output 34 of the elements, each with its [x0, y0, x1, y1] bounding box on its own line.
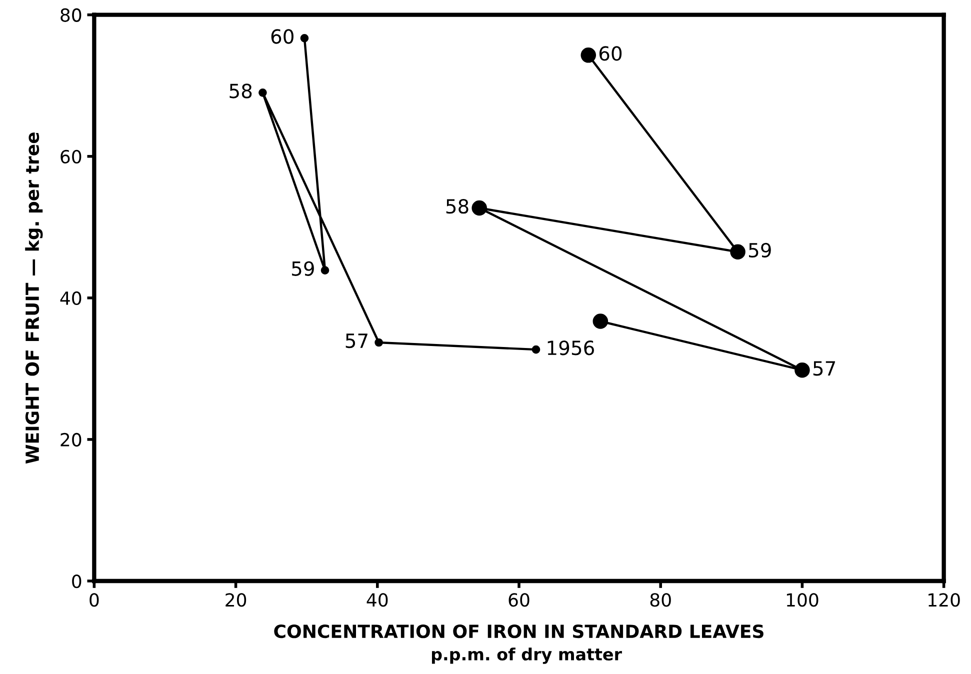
annotation: 58 [230, 84, 252, 98]
text: p.p.m. of dry matter [432, 648, 622, 664]
x-tick-label: 20 [226, 593, 246, 607]
x-tick-label: 40 [366, 593, 388, 607]
annotation: 1956 [548, 340, 594, 356]
point [374, 338, 383, 347]
point [300, 34, 309, 42]
annotation: 60 [599, 46, 622, 61]
point [532, 345, 540, 354]
y-tick-label: 0 [72, 574, 82, 588]
x-tick-label: 120 [928, 593, 960, 607]
x-tick-label: 100 [786, 593, 818, 607]
y-tick-label: 80 [60, 8, 82, 22]
annotation: 59 [749, 242, 771, 258]
annotation: 60 [271, 29, 294, 44]
point [592, 314, 608, 329]
y-tick-label: 20 [60, 432, 82, 447]
point [730, 244, 746, 260]
annotation: 58 [446, 198, 468, 214]
annotation: 57 [346, 334, 368, 348]
x-tick-label: 60 [508, 593, 530, 607]
x-tick-label: 80 [650, 593, 671, 607]
y-axis-title: WEIGHT OF FRUIT — kg. per tree [25, 132, 43, 464]
annotation: 57 [813, 361, 836, 376]
point [472, 200, 487, 216]
annotation: 59 [292, 261, 314, 276]
x-tick-label: 0 [90, 593, 99, 607]
y-tick-label: 60 [60, 150, 82, 164]
point [320, 266, 330, 274]
point [794, 362, 810, 378]
x-axis-title: CONCENTRATION OF IRON IN STANDARD LEAVES [274, 624, 764, 638]
point [258, 88, 267, 97]
y-tick-label: 40 [60, 291, 82, 306]
point [580, 48, 596, 63]
